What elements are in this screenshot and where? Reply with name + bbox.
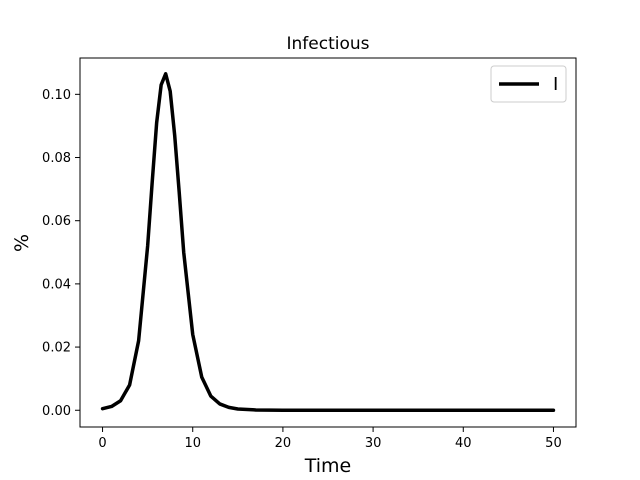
plot-area (79, 57, 577, 428)
y-tick-label: 0.00 (42, 404, 71, 419)
series-line-I (100, 72, 556, 413)
y-axis-label: % (11, 234, 33, 252)
y-tick-label: 0.10 (42, 88, 71, 103)
legend: I (490, 65, 567, 103)
x-axis-label: Time (304, 455, 352, 477)
x-tick-label: 30 (365, 436, 382, 451)
x-tick-label: 10 (184, 436, 201, 451)
y-tick-label: 0.06 (42, 214, 71, 229)
x-tick-label: 40 (455, 436, 472, 451)
y-axis: 0.00 0.02 0.04 0.06 0.08 0.10 (42, 88, 80, 419)
y-tick-label: 0.08 (42, 151, 71, 166)
y-tick-label: 0.04 (42, 277, 71, 292)
x-tick-label: 20 (275, 436, 292, 451)
x-tick-label: 50 (545, 436, 562, 451)
x-axis: 0 10 20 30 40 50 (98, 427, 562, 451)
x-tick-label: 0 (98, 436, 106, 451)
y-tick-label: 0.02 (42, 341, 71, 356)
chart-title: Infectious (287, 34, 370, 54)
legend-label-I: I (553, 74, 558, 95)
